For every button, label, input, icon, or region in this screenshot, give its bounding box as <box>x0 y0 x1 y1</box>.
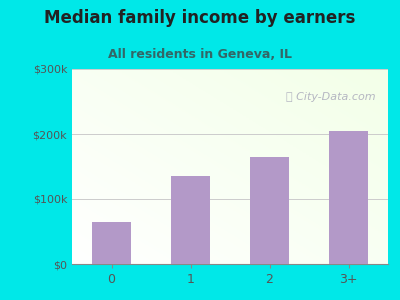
Bar <box>329 131 368 264</box>
Text: All residents in Geneva, IL: All residents in Geneva, IL <box>108 48 292 61</box>
Text: ⓘ City-Data.com: ⓘ City-Data.com <box>286 92 375 102</box>
Text: Median family income by earners: Median family income by earners <box>44 9 356 27</box>
Bar <box>171 176 210 264</box>
Bar <box>250 157 289 264</box>
Bar <box>92 222 131 264</box>
